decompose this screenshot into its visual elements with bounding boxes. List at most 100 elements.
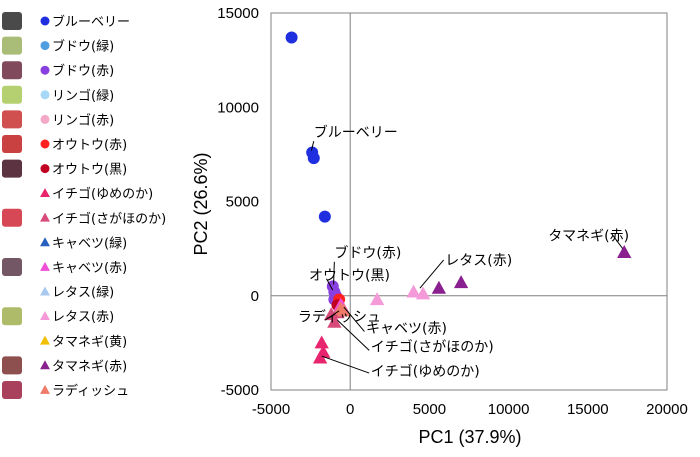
annotation-leader-line <box>310 141 315 151</box>
legend-item: イチゴ(ゆめのか) <box>40 186 153 202</box>
annotation-leader-line <box>324 310 340 321</box>
legend-item: リンゴ(緑) <box>2 85 114 104</box>
legend-marker <box>40 114 50 124</box>
annotation-leader-line <box>321 355 370 374</box>
data-point <box>318 210 331 223</box>
legend-photo-thumbnail <box>2 307 22 326</box>
data-point <box>336 303 352 317</box>
legend-marker <box>40 188 50 198</box>
data-point <box>415 286 431 300</box>
legend-photo-thumbnail <box>2 381 22 399</box>
y-tick-label: 10000 <box>217 99 259 116</box>
data-points <box>285 31 632 364</box>
annotation-label: タマネギ(赤) <box>548 228 629 244</box>
legend-marker <box>40 360 50 370</box>
legend-label: リンゴ(赤) <box>52 112 114 128</box>
legend-item: タマネギ(黄) <box>40 335 127 350</box>
legend-item: レタス(赤) <box>2 307 114 326</box>
data-point <box>369 292 385 306</box>
legend-label: レタス(赤) <box>52 310 114 325</box>
legend-label: オウトウ(赤) <box>52 138 127 153</box>
legend-label: イチゴ(ゆめのか) <box>52 186 153 202</box>
legend-label: イチゴ(さがほのか) <box>52 211 166 227</box>
legend-item: ブドウ(赤) <box>2 61 114 80</box>
legend-marker <box>40 384 50 394</box>
legend-marker <box>40 164 50 174</box>
legend-marker <box>40 335 50 345</box>
annotation-label: レタス(赤) <box>445 253 512 269</box>
legend-marker <box>40 90 50 100</box>
legend-photo-thumbnail <box>2 258 22 276</box>
legend-label: キャベツ(緑) <box>52 236 127 251</box>
annotation-label: ラディッシュ <box>298 308 381 325</box>
legend-label: キャベツ(赤) <box>52 261 127 276</box>
y-tick-label: 15000 <box>217 5 259 22</box>
legend-label: タマネギ(黄) <box>52 335 127 350</box>
y-tick-label: 5000 <box>226 194 259 211</box>
annotation-label: オウトウ(黒) <box>309 268 390 284</box>
legend-label: タマネギ(赤) <box>52 359 127 374</box>
legend-label: ラディッシュ <box>52 383 129 399</box>
legend-label: オウトウ(黒) <box>52 163 127 178</box>
y-tick-label: -5000 <box>221 382 259 399</box>
legend-item: オウトウ(赤) <box>2 135 127 153</box>
data-point <box>617 244 632 258</box>
data-point <box>314 335 329 349</box>
legend-item: オウトウ(黒) <box>2 159 127 178</box>
annotation-leader-line <box>419 259 445 289</box>
y-axis-label: PC2 (26.6%) <box>191 152 211 255</box>
annotation-label: キャベツ(赤) <box>366 321 447 337</box>
x-tick-label: 20000 <box>646 401 688 418</box>
legend-item: キャベツ(赤) <box>2 258 127 276</box>
legend-item: イチゴ(さがほのか) <box>2 208 166 227</box>
legend-item: キャベツ(緑) <box>40 236 127 251</box>
plot-frame <box>270 12 668 391</box>
legend-marker <box>40 311 50 321</box>
annotation-label: イチゴ(ゆめのか) <box>371 363 480 380</box>
legend-item: タマネギ(赤) <box>2 356 127 375</box>
annotation-label: ブルーベリー <box>314 124 398 141</box>
x-axis-ticks: -5000 0 5000 10000 15000 20000 <box>252 401 688 418</box>
annotation-label: イチゴ(さがほのか) <box>371 339 494 356</box>
legend-marker <box>40 139 50 149</box>
legend-label: ブルーベリー <box>52 14 130 30</box>
legend-marker <box>40 65 50 75</box>
y-axis-ticks: -5000 0 5000 10000 15000 <box>217 5 259 399</box>
legend-item: ブルーベリー <box>2 12 130 30</box>
annotation-leader-line <box>333 261 335 285</box>
x-tick-label: -5000 <box>252 401 290 418</box>
data-point <box>406 284 421 298</box>
legend-photo-thumbnail <box>2 159 22 178</box>
legend-photo-thumbnail <box>2 356 22 375</box>
x-tick-label: 15000 <box>567 401 609 418</box>
y-tick-label: 0 <box>251 288 259 305</box>
data-point <box>312 350 328 364</box>
legend-label: レタス(緑) <box>52 286 114 301</box>
legend-photo-thumbnail <box>2 110 22 129</box>
legend-photo-thumbnail <box>2 135 22 153</box>
x-tick-label: 10000 <box>488 401 530 418</box>
legend-item: ラディッシュ <box>2 381 129 399</box>
legend-marker <box>40 41 50 51</box>
legend-marker <box>40 212 50 222</box>
legend-photo-thumbnail <box>2 85 22 104</box>
legend-marker <box>40 286 50 296</box>
legend-marker <box>40 237 50 247</box>
data-point <box>285 31 298 44</box>
annotation-leader-line <box>343 306 365 332</box>
legend-label: ブドウ(赤) <box>52 63 114 79</box>
legend-item: ブドウ(緑) <box>2 36 114 55</box>
plot-area: -5000 0 5000 10000 15000 20000 -5000 0 5000 1000… <box>217 5 688 418</box>
x-axis-label: PC1 (37.9%) <box>418 427 521 447</box>
legend-photo-thumbnail <box>2 208 22 227</box>
annotation-leader-line <box>337 319 370 351</box>
annotation-leader-line <box>326 278 334 291</box>
x-tick-label: 5000 <box>413 401 446 418</box>
legend-marker <box>40 261 50 271</box>
legend-label: リンゴ(緑) <box>52 88 114 104</box>
data-point <box>431 280 447 294</box>
legend-item: リンゴ(赤) <box>2 110 114 129</box>
